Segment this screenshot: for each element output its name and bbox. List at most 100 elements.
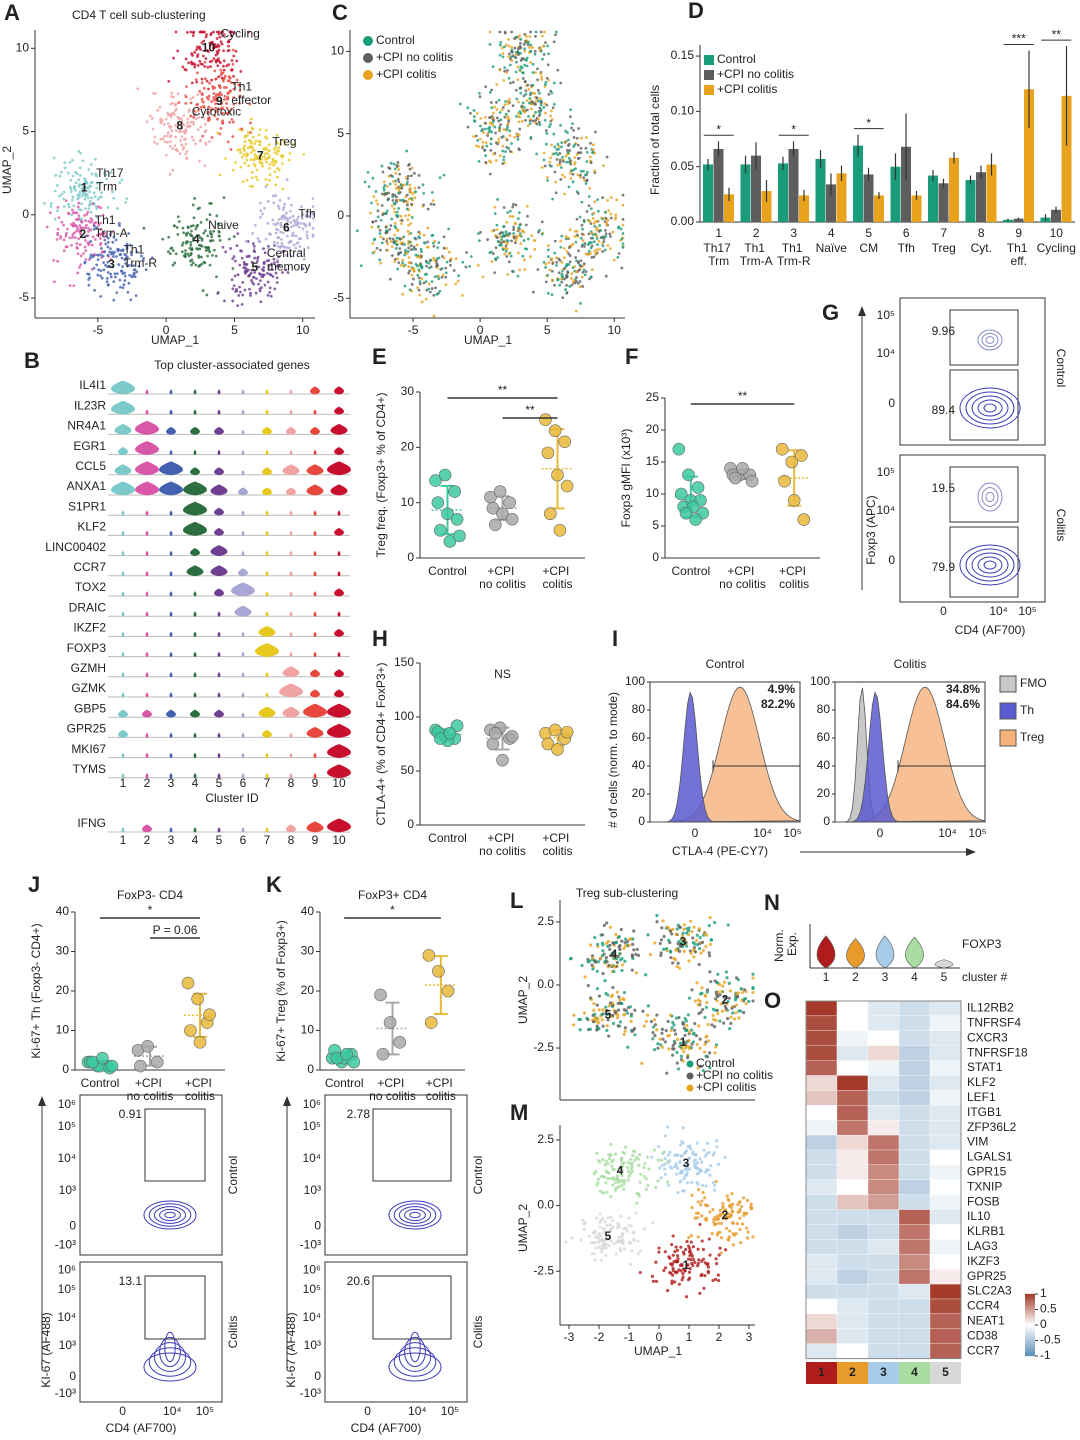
heat-cell: [929, 1120, 962, 1136]
cell-dot: [617, 225, 621, 229]
cell-dot: [204, 122, 207, 126]
cell-dot: [706, 1039, 711, 1043]
cell-dot: [274, 264, 278, 268]
cell-dot: [271, 275, 275, 278]
heat-cell: [929, 1060, 962, 1076]
cell-dot: [281, 231, 285, 235]
cell-dot: [707, 1150, 711, 1154]
violin: [193, 692, 197, 698]
cell-dot: [561, 296, 565, 300]
cell-dot: [95, 215, 99, 219]
cell-dot: [197, 116, 201, 119]
text-line: Trm-A: [95, 226, 128, 240]
cell-dot: [521, 254, 525, 258]
cell-dot: [180, 250, 184, 254]
data-point: [560, 479, 574, 493]
cell-dot: [267, 178, 271, 182]
cell-dot: [611, 985, 615, 990]
heat-cell: [929, 1313, 962, 1329]
cell-dot: [478, 137, 482, 141]
cell-dot: [493, 125, 497, 129]
cell-dot: [697, 1258, 701, 1262]
cell-dot: [373, 250, 376, 253]
violin: [289, 570, 293, 577]
panel-title: FoxP3- CD4: [117, 888, 183, 902]
flow-box: [79, 1261, 223, 1403]
group-label: Control: [325, 1076, 364, 1090]
cell-dot: [542, 158, 546, 162]
cell-dot: [180, 119, 184, 123]
cell-dot: [495, 83, 499, 86]
cell-dot: [680, 1139, 684, 1144]
cell-dot: [538, 123, 542, 127]
cell-dot: [171, 168, 175, 172]
text-line: no colitis: [479, 577, 526, 591]
cell-dot: [696, 1211, 701, 1215]
cell-dot: [654, 1185, 658, 1190]
cell-dot: [714, 1008, 718, 1013]
cell-dot: [120, 178, 124, 182]
cell-dot: [180, 135, 184, 138]
cell-dot: [83, 207, 87, 211]
cell-dot: [632, 929, 636, 933]
y-tick-label: 10⁵: [877, 465, 895, 479]
cell-dot: [728, 989, 733, 993]
cell-dot: [497, 140, 501, 144]
cell-dot: [193, 50, 197, 54]
heat-cell: [836, 1000, 869, 1017]
cell-dot: [745, 1226, 749, 1230]
cell-dot: [202, 116, 206, 120]
cell-dot: [306, 246, 310, 250]
violin: [313, 611, 317, 617]
cell-cluster: [393, 227, 472, 318]
cell-dot: [547, 244, 550, 247]
cell-dot: [704, 1184, 708, 1188]
heat-cell: [805, 1045, 838, 1061]
x-tick-label: 8: [978, 226, 985, 240]
colorbar-step: [1025, 1316, 1035, 1319]
cell-dot: [71, 195, 75, 199]
contour: [404, 1208, 426, 1222]
cell-dot: [380, 164, 384, 168]
cell-dot: [699, 951, 703, 955]
violin: [111, 481, 135, 496]
violin: [193, 449, 197, 456]
cell-dot: [701, 1007, 705, 1012]
cell-dot: [90, 196, 94, 200]
cell-dot: [240, 302, 244, 306]
cell-dot: [552, 40, 556, 44]
cell-dot: [371, 242, 375, 245]
cell-dot: [149, 114, 152, 118]
cell-dot: [617, 1235, 621, 1240]
cell-dot: [206, 254, 209, 258]
cell-dot: [203, 60, 207, 64]
cell-dot: [619, 1249, 623, 1253]
cell-dot: [465, 251, 468, 254]
cell-dot: [579, 1238, 583, 1242]
violin: [121, 550, 125, 557]
cell-dot: [404, 214, 408, 218]
cell-dot: [701, 1190, 705, 1195]
violin: [905, 936, 924, 969]
cell-dot: [726, 1237, 730, 1241]
cell-dot: [551, 262, 555, 265]
cell-dot: [739, 987, 743, 991]
data-point: [191, 992, 204, 1006]
cell-dot: [625, 1229, 629, 1233]
cell-dot: [512, 228, 516, 231]
cell-dot: [423, 273, 427, 276]
cell-dot: [731, 1221, 735, 1225]
violin: [310, 689, 320, 698]
cell-dot: [189, 30, 193, 34]
cell-dot: [625, 1165, 630, 1170]
cell-dot: [543, 164, 547, 168]
gene-label: IFNG: [77, 816, 106, 830]
cell-dot: [192, 122, 196, 126]
heat-cell: [836, 1075, 869, 1091]
cell-dot: [181, 147, 185, 151]
cell-dot: [92, 224, 96, 228]
cell-dot: [83, 197, 87, 201]
cell-dot: [684, 1149, 689, 1153]
cell-dot: [63, 166, 67, 170]
cell-dot: [273, 170, 277, 174]
